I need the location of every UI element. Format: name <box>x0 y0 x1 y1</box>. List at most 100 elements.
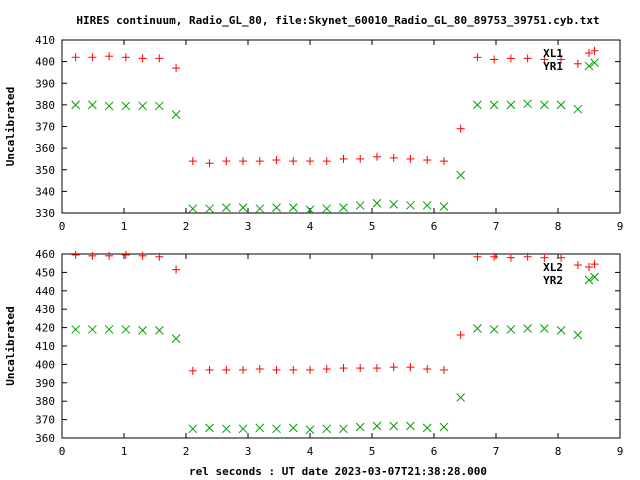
data-point-d2 <box>121 325 131 334</box>
data-point-d2 <box>506 100 516 110</box>
x-tick-label: 3 <box>245 445 252 458</box>
data-point-d2 <box>104 325 114 334</box>
data-point <box>255 204 265 214</box>
data-point-d2 <box>489 325 499 334</box>
legend-label: XL2 <box>543 261 563 274</box>
data-point <box>356 154 365 163</box>
data-point <box>473 53 482 62</box>
data-point <box>138 101 147 111</box>
data-point-d2 <box>305 425 315 435</box>
data-point <box>389 363 398 372</box>
data-point-d2 <box>255 204 265 214</box>
data-point <box>406 363 415 372</box>
data-point <box>573 330 583 340</box>
data-point <box>272 156 281 165</box>
data-point <box>540 253 549 262</box>
data-point <box>238 424 248 434</box>
data-point <box>138 326 147 335</box>
data-point <box>423 365 432 373</box>
y-tick-label: 460 <box>35 248 55 261</box>
data-point <box>154 326 164 335</box>
legend-label: YR1 <box>543 60 563 73</box>
y-tick-label: 360 <box>35 142 55 155</box>
y-tick-label: 370 <box>35 414 55 427</box>
data-point-d2 <box>188 204 198 214</box>
data-point <box>306 157 314 166</box>
data-point <box>423 156 432 165</box>
data-point-d2 <box>154 101 164 111</box>
legend-marker-d2 <box>584 61 594 71</box>
data-point-d2 <box>71 325 80 334</box>
data-point <box>473 324 482 333</box>
data-point <box>71 53 80 62</box>
data-point-d2 <box>439 202 449 211</box>
data-point <box>171 334 181 343</box>
data-point <box>306 365 314 374</box>
x-tick-label: 0 <box>59 445 66 458</box>
data-point <box>372 152 381 161</box>
data-point <box>473 252 482 261</box>
data-point-d2 <box>238 424 248 434</box>
data-point-d2 <box>88 100 97 110</box>
data-point-d2 <box>339 203 348 212</box>
x-tick-label: 9 <box>617 445 624 458</box>
data-point-d2 <box>138 326 147 335</box>
data-point <box>272 424 281 434</box>
x-tick-label: 5 <box>369 445 376 458</box>
data-point <box>105 251 114 260</box>
data-point <box>222 157 231 166</box>
y-tick-label: 380 <box>35 99 55 112</box>
y-tick-label: 370 <box>35 121 55 134</box>
data-point <box>557 55 566 64</box>
data-point <box>422 201 432 210</box>
data-point-d2 <box>221 424 231 434</box>
data-point-d2 <box>439 422 449 432</box>
data-point <box>523 99 532 109</box>
data-point <box>121 325 131 334</box>
data-point <box>171 110 181 119</box>
data-point <box>523 252 532 261</box>
x-tick-label: 4 <box>307 445 314 458</box>
data-point <box>557 253 566 262</box>
data-point <box>523 54 532 63</box>
series-YR1 <box>71 58 599 215</box>
data-point <box>506 253 515 262</box>
data-point <box>255 423 265 433</box>
y-tick-label: 420 <box>35 322 55 335</box>
data-point <box>188 204 198 214</box>
data-point <box>154 101 164 111</box>
data-point-d2 <box>556 100 566 110</box>
data-point-d2 <box>355 422 365 432</box>
data-point <box>172 265 181 274</box>
legend-marker-d2 <box>584 275 594 285</box>
y-tick-label: 360 <box>35 432 55 445</box>
data-point-d2 <box>573 330 583 340</box>
data-point <box>205 204 214 214</box>
data-point <box>456 393 466 402</box>
x-tick-label: 1 <box>121 445 128 458</box>
data-point-d2 <box>154 326 164 335</box>
data-point-d2 <box>288 203 298 212</box>
data-point-d2 <box>255 423 265 433</box>
data-point <box>288 423 298 433</box>
data-point-d2 <box>221 203 231 212</box>
data-point-d2 <box>573 104 583 114</box>
data-point-d2 <box>272 203 281 212</box>
data-point <box>155 252 164 261</box>
data-point <box>104 325 114 334</box>
data-point <box>540 55 549 64</box>
data-point <box>71 100 80 110</box>
data-point <box>322 204 332 214</box>
data-point <box>272 365 281 374</box>
x-tick-label: 8 <box>555 445 562 458</box>
data-point <box>590 272 599 282</box>
data-point-d2 <box>322 204 332 214</box>
data-point-d2 <box>305 205 315 215</box>
data-point <box>121 53 130 62</box>
y-tick-label: 340 <box>35 185 55 198</box>
legend-marker <box>585 49 593 57</box>
data-point <box>289 157 298 166</box>
data-point <box>239 365 248 374</box>
data-point-d2 <box>205 423 214 433</box>
